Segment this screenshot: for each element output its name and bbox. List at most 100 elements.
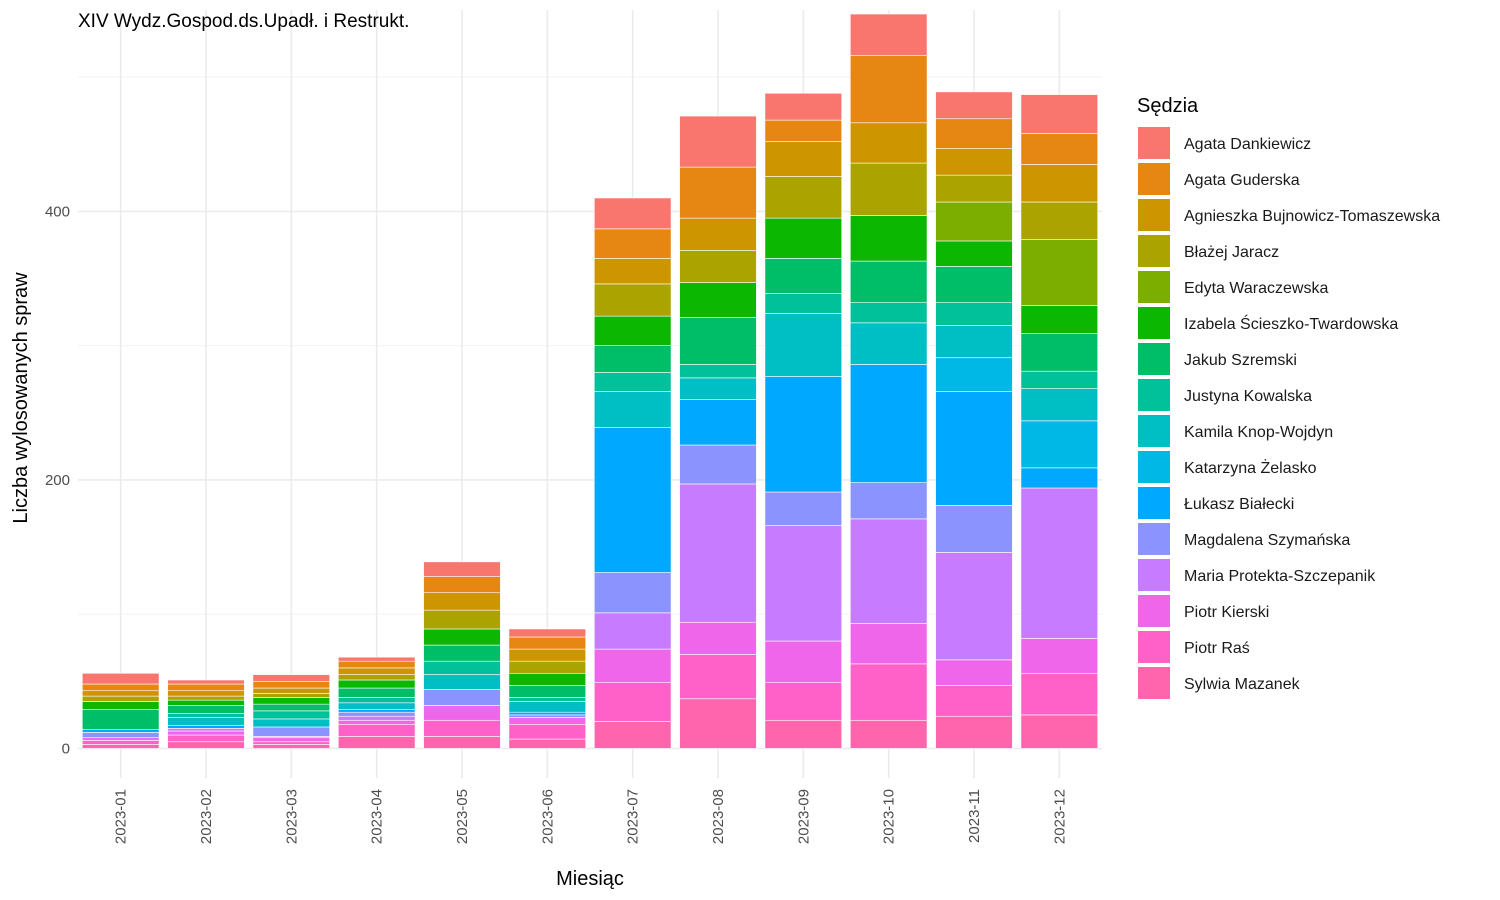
- bar-segment-agnieszka-bujnowicz-tomaszewska: [764, 141, 843, 177]
- bar-segment-agnieszka-bujnowicz-tomaszewska: [508, 648, 587, 662]
- bar-segment-agata-guderska: [849, 55, 928, 124]
- bar-segment-lukasz-bialecki: [593, 427, 672, 573]
- bar-segment-sylwia-mazanek: [679, 698, 757, 749]
- bar-segment-agnieszka-bujnowicz-tomaszewska: [337, 667, 416, 675]
- bar-segment-justyna-kowalska: [1020, 370, 1099, 389]
- bar-segment-blazej-jaracz: [508, 660, 587, 674]
- legend-label-maria-protekta-szczepanik: Maria Protekta-Szczepanik: [1184, 568, 1376, 585]
- bar-segment-magdalena-szymanska: [593, 572, 672, 614]
- bar-segment-agnieszka-bujnowicz-tomaszewska: [1020, 164, 1099, 203]
- bar-segment-agata-dankiewicz: [935, 91, 1013, 120]
- bar-segment-agnieszka-bujnowicz-tomaszewska: [849, 122, 928, 164]
- bar-segment-lukasz-bialecki: [764, 376, 843, 493]
- bar-segment-agata-guderska: [81, 683, 160, 692]
- bar-segment-kamila-knop-wojdyn: [593, 391, 672, 428]
- bar-segment-agata-guderska: [935, 118, 1013, 149]
- bar-segment-agata-dankiewicz: [508, 628, 587, 638]
- bar-segment-agata-guderska: [508, 636, 587, 650]
- legend-key-justyna-kowalska: [1138, 379, 1170, 411]
- bar-segment-lukasz-bialecki: [1020, 467, 1099, 489]
- bar-segment-maria-protekta-szczepanik: [935, 552, 1013, 661]
- bar-segment-jakub-szremski: [849, 260, 928, 303]
- bar-segment-magdalena-szymanska: [935, 505, 1013, 553]
- x-tick-label: 2023-11: [966, 789, 983, 843]
- bar-segment-jakub-szremski: [81, 709, 160, 730]
- bar-segment-agnieszka-bujnowicz-tomaszewska: [252, 687, 331, 694]
- bar-segment-kamila-knop-wojdyn: [1020, 388, 1099, 422]
- bar-segment-agata-dankiewicz: [849, 13, 928, 56]
- bar-segment-sylwia-mazanek: [81, 744, 160, 749]
- x-tick-label: 2023-04: [369, 789, 386, 844]
- bar-segment-izabela-scieszko-twardowska: [337, 679, 416, 689]
- bar-segment-kamila-knop-wojdyn: [764, 313, 843, 377]
- bar-segment-lukasz-bialecki: [81, 729, 160, 733]
- bar-segment-piotr-ras: [81, 740, 160, 745]
- bar-segment-blazej-jaracz: [935, 174, 1013, 203]
- bar-segment-justyna-kowalska: [679, 364, 757, 379]
- bar-segment-blazej-jaracz: [81, 695, 160, 702]
- bar-segment-agata-dankiewicz: [423, 561, 501, 577]
- bar-segment-blazej-jaracz: [1020, 201, 1099, 240]
- legend-label-lukasz-bialecki: Łukasz Białecki: [1184, 496, 1294, 513]
- bar-segment-agata-dankiewicz: [1020, 94, 1099, 134]
- bar-segment-justyna-kowalska: [849, 302, 928, 324]
- legend-label-katarzyna-zelasko: Katarzyna Żelasko: [1184, 458, 1317, 477]
- bar-segment-justyna-kowalska: [167, 713, 245, 718]
- bar-segment-piotr-kierski: [679, 621, 757, 655]
- bar-segment-blazej-jaracz: [423, 609, 501, 630]
- bar-segment-justyna-kowalska: [764, 293, 843, 314]
- bar-segment-blazej-jaracz: [764, 176, 843, 219]
- bar-segment-agata-guderska: [337, 660, 416, 669]
- bar-segment-agata-dankiewicz: [337, 656, 416, 662]
- bar-segment-maria-protekta-szczepanik: [1020, 487, 1099, 639]
- bar-segment-lukasz-bialecki: [508, 711, 587, 716]
- bar-segment-piotr-kierski: [423, 705, 501, 721]
- x-tick-label: 2023-12: [1051, 789, 1068, 844]
- bar-segment-piotr-kierski: [508, 717, 587, 725]
- legend-key-katarzyna-zelasko: [1138, 451, 1170, 483]
- legend-key-agata-guderska: [1138, 163, 1170, 195]
- bar-segment-agnieszka-bujnowicz-tomaszewska: [593, 258, 672, 285]
- bar-segment-kamila-knop-wojdyn: [337, 702, 416, 710]
- y-tick-label: 400: [45, 203, 70, 220]
- bar-segment-edyta-waraczewska: [1020, 239, 1099, 306]
- legend-label-sylwia-mazanek: Sylwia Mazanek: [1184, 676, 1301, 693]
- x-tick-label: 2023-06: [539, 789, 556, 844]
- bar-segment-agata-dankiewicz: [81, 672, 160, 685]
- legend-label-piotr-kierski: Piotr Kierski: [1184, 604, 1269, 621]
- bar-segment-izabela-scieszko-twardowska: [252, 697, 331, 705]
- bar-segment-maria-protekta-szczepanik: [593, 612, 672, 650]
- legend-label-agnieszka-bujnowicz-tomaszewska: Agnieszka Bujnowicz-Tomaszewska: [1184, 208, 1440, 225]
- bar-segment-piotr-kierski: [849, 623, 928, 665]
- bar-segment-piotr-kierski: [935, 659, 1013, 686]
- legend-label-izabela-scieszko-twardowska: Izabela Ścieszko-Twardowska: [1184, 314, 1398, 333]
- bar-segment-agnieszka-bujnowicz-tomaszewska: [81, 690, 160, 697]
- chart-title: XIV Wydz.Gospod.ds.Upadł. i Restrukt.: [78, 11, 409, 32]
- bar-segment-agata-guderska: [1020, 133, 1099, 165]
- bar-segment-sylwia-mazanek: [337, 736, 416, 749]
- legend-key-blazej-jaracz: [1138, 235, 1170, 267]
- bar-segment-piotr-kierski: [167, 730, 245, 736]
- bar-segment-maria-protekta-szczepanik: [167, 728, 245, 732]
- bar-segment-sylwia-mazanek: [252, 744, 331, 749]
- legend-key-magdalena-szymanska: [1138, 523, 1170, 555]
- bar-segment-jakub-szremski: [679, 317, 757, 365]
- bar-segment-sylwia-mazanek: [167, 741, 245, 749]
- legend-key-piotr-kierski: [1138, 595, 1170, 627]
- bar-segment-lukasz-bialecki: [679, 399, 757, 446]
- bar-segment-jakub-szremski: [508, 685, 587, 698]
- x-tick-label: 2023-07: [625, 789, 642, 844]
- bar-segment-sylwia-mazanek: [1020, 714, 1099, 749]
- bar-segment-katarzyna-zelasko: [935, 357, 1013, 392]
- y-tick-label: 0: [62, 740, 70, 757]
- bar-segment-maria-protekta-szczepanik: [679, 483, 757, 623]
- bar-segment-lukasz-bialecki: [337, 709, 416, 713]
- legend-label-blazej-jaracz: Błażej Jaracz: [1184, 244, 1279, 261]
- bar-segment-justyna-kowalska: [593, 372, 672, 392]
- bar-segment-piotr-ras: [593, 682, 672, 722]
- bar-segment-piotr-ras: [679, 654, 757, 700]
- bar-segment-piotr-ras: [252, 741, 331, 745]
- bar-segment-agata-dankiewicz: [764, 92, 843, 121]
- bar-segment-blazej-jaracz: [337, 674, 416, 681]
- bar-segment-izabela-scieszko-twardowska: [679, 282, 757, 318]
